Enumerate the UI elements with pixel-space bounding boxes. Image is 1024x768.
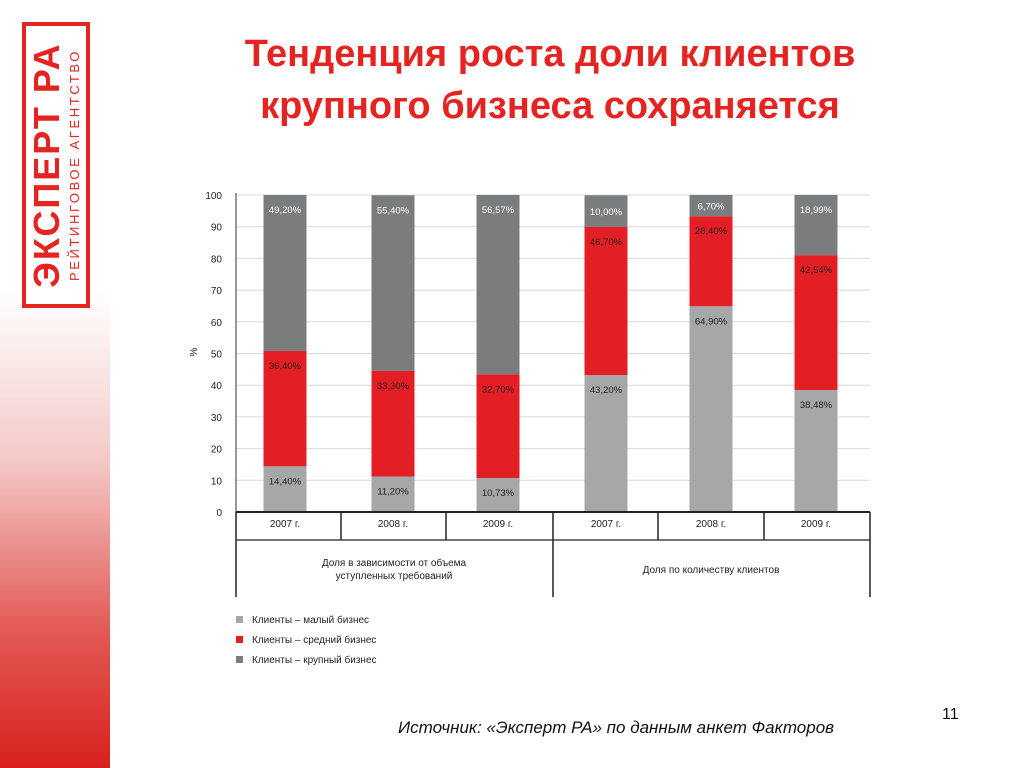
data-label: 11,20% (377, 486, 409, 497)
data-label: 32,70% (482, 384, 515, 395)
data-label: 55,40% (377, 205, 410, 216)
x-tick-label: 2008 г. (696, 519, 726, 530)
x-tick-label: 2007 г. (270, 519, 300, 530)
legend-swatch (236, 636, 243, 643)
data-label: 18,99% (800, 205, 833, 216)
bar-segment (584, 375, 628, 512)
bar-segment (689, 216, 733, 307)
data-label: 14,40% (269, 476, 302, 487)
legend-swatch (236, 656, 243, 663)
y-tick-label: 70 (211, 286, 223, 297)
bar-segment (476, 195, 520, 375)
bar-segment (689, 306, 733, 512)
bar-segment (371, 370, 415, 477)
bar-segment (371, 195, 415, 371)
data-label: 6,70% (698, 202, 725, 213)
legend-label: Клиенты – средний бизнес (252, 634, 376, 646)
title-line-1: Тенденция роста доли клиентов (244, 33, 856, 75)
y-tick-label: 90 (211, 223, 223, 234)
x-tick-label: 2007 г. (591, 519, 621, 530)
page-title: Тенденция роста доли клиентов крупного б… (130, 28, 970, 132)
y-tick-label: 30 (211, 413, 223, 424)
data-label: 64,90% (695, 316, 728, 327)
group-label: уступленных требований (336, 570, 453, 582)
data-label: 42,54% (800, 265, 833, 276)
bar-segment (476, 477, 520, 512)
data-label: 10,00% (590, 207, 623, 218)
data-label: 43,20% (590, 385, 623, 396)
bar-segment (263, 466, 307, 512)
bar-segment (794, 255, 838, 391)
y-tick-label: 0 (216, 508, 222, 519)
logo-inner-box (26, 26, 86, 304)
title-line-2: крупного бизнеса сохраняется (260, 85, 840, 127)
data-label: 56,57% (482, 205, 515, 216)
data-label: 49,20% (269, 205, 302, 216)
legend-label: Клиенты – малый бизнес (252, 614, 369, 626)
y-tick-label: 40 (211, 381, 223, 392)
bar-segment (689, 195, 733, 217)
data-label: 10,73% (482, 488, 515, 499)
bar-segment (371, 476, 415, 512)
y-tick-label: 80 (211, 254, 223, 265)
group-label: Доля по количеству клиентов (643, 565, 780, 576)
x-tick-label: 2009 г. (483, 519, 513, 530)
bar-segment (476, 374, 520, 478)
group-label: Доля в зависимости от объема (322, 557, 467, 569)
y-tick-label: 100 (205, 191, 222, 202)
y-axis-label: % (189, 347, 200, 356)
x-tick-label: 2009 г. (801, 519, 831, 530)
legend-label: Клиенты – крупный бизнес (252, 654, 377, 666)
legend-swatch (236, 616, 243, 623)
data-label: 33,30% (377, 381, 410, 392)
y-tick-label: 20 (211, 445, 223, 456)
bar-segment (584, 195, 628, 228)
data-label: 28,40% (695, 226, 728, 237)
bar-segment (794, 390, 838, 512)
x-tick-label: 2008 г. (378, 519, 408, 530)
bar-segment (263, 350, 307, 467)
data-label: 36,40% (269, 361, 302, 372)
y-tick-label: 10 (211, 476, 223, 487)
slide-number: 11 (942, 706, 959, 723)
data-label: 46,70% (590, 237, 623, 248)
bar-segment (263, 195, 307, 351)
data-label: 38,48% (800, 400, 833, 411)
source-note: Источник: «Эксперт РА» по данным анкет Ф… (398, 718, 835, 737)
y-tick-label: 60 (211, 318, 223, 329)
y-tick-label: 50 (211, 350, 223, 361)
expert-ra-logo: ЭКСПЕРТ РА РЕЙТИНГОВОЕ АГЕНТСТВО (22, 22, 90, 308)
bar-segment (794, 194, 838, 256)
bar-segment (584, 227, 628, 376)
